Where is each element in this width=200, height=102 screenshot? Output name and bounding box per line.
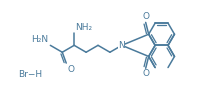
Text: H₂N: H₂N — [31, 35, 48, 44]
Text: O: O — [142, 69, 149, 78]
Text: NH₂: NH₂ — [75, 23, 92, 32]
Text: Br−H: Br−H — [19, 70, 43, 79]
Text: O: O — [67, 65, 74, 74]
Text: O: O — [142, 12, 149, 21]
Text: N: N — [118, 41, 125, 50]
